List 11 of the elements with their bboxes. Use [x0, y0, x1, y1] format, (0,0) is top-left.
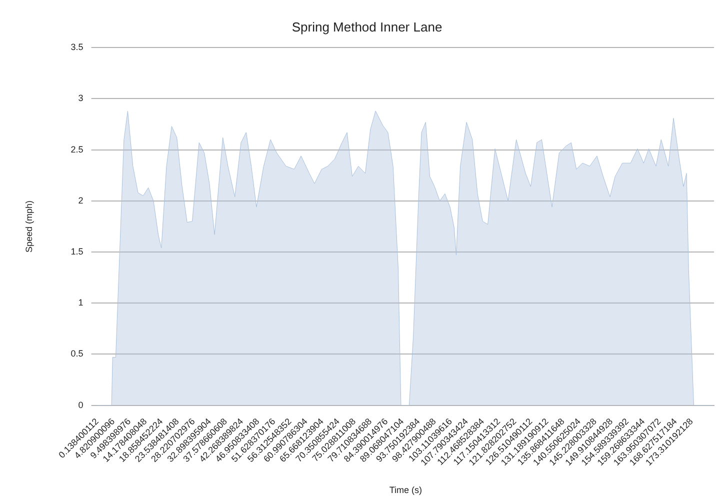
- y-tick-label: 3.5: [70, 42, 84, 52]
- x-axis-title: Time (s): [389, 485, 422, 496]
- y-tick-label: 0: [78, 400, 84, 410]
- y-axis-title: Speed (mph): [24, 200, 34, 252]
- chart-title: Spring Method Inner Lane: [292, 19, 442, 34]
- y-tick-label: 2.5: [70, 144, 84, 154]
- y-tick-label: 0.5: [70, 348, 84, 359]
- y-tick-label: 1.5: [70, 246, 84, 256]
- y-tick-label: 2: [78, 195, 84, 206]
- y-tick-label: 1: [78, 298, 84, 308]
- y-tick-label: 3: [78, 93, 84, 104]
